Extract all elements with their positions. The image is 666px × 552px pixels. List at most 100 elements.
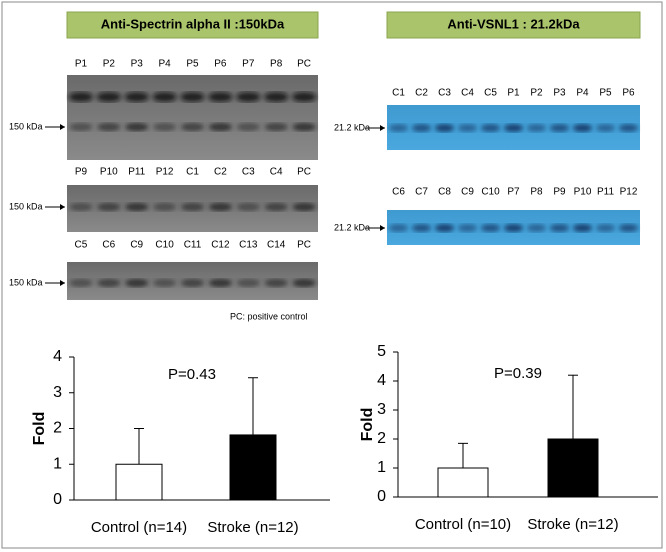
lane-label: C7 [415, 187, 428, 198]
band [572, 224, 593, 232]
lane-label: P8 [270, 59, 283, 70]
arrow-head [60, 280, 65, 286]
lane-label: P11 [597, 187, 614, 198]
band [97, 123, 121, 131]
lane-label: P2 [530, 88, 543, 99]
lane-label: P10 [574, 187, 592, 198]
marker-label: 21.2 kDa [334, 222, 370, 232]
x-tick-label: Control (n=10) [415, 516, 511, 533]
band [236, 203, 260, 211]
band [434, 224, 455, 232]
arrow-head [380, 225, 385, 231]
band [618, 124, 639, 132]
y-tick-label: 2 [377, 430, 386, 447]
lane-label: P6 [214, 59, 227, 70]
y-tick-label: 5 [377, 343, 386, 360]
band [97, 279, 121, 287]
lane-label: C9 [130, 240, 143, 251]
band [457, 124, 478, 132]
lane-label: C1 [392, 88, 405, 99]
lane-label: C14 [267, 240, 286, 251]
band [69, 203, 93, 211]
band [411, 224, 432, 232]
y-tick-label: 3 [53, 384, 62, 401]
note: PC: positive control [230, 311, 308, 321]
band [208, 123, 233, 131]
lane-label: P11 [128, 167, 145, 178]
band [236, 123, 260, 131]
lane-label: P2 [103, 59, 116, 70]
lane-label: P8 [530, 187, 543, 198]
lane-label: P4 [158, 59, 171, 70]
lane-label: P7 [242, 59, 255, 70]
band [292, 123, 316, 131]
arrow-head [380, 125, 385, 131]
band [291, 92, 317, 102]
lane-label: C1 [186, 167, 199, 178]
lane-label: C6 [102, 240, 115, 251]
lane-label: C2 [415, 88, 428, 99]
band [180, 123, 205, 131]
x-tick-label: Control (n=14) [91, 519, 187, 536]
y-tick-label: 2 [53, 420, 62, 437]
lane-label: C10 [155, 240, 174, 251]
band [572, 124, 593, 132]
y-tick-label: 0 [53, 491, 62, 508]
band [124, 92, 149, 102]
y-tick-label: 1 [377, 459, 386, 476]
lane-label: C5 [75, 240, 88, 251]
annotation: P=0.39 [494, 365, 542, 382]
bar [547, 438, 599, 498]
band [69, 279, 93, 287]
band [595, 224, 616, 232]
band [480, 124, 501, 132]
lane-label: P6 [622, 88, 635, 99]
y-axis-label: Fold [31, 412, 48, 446]
blot-header-box [386, 11, 641, 39]
lane-label: P3 [131, 59, 144, 70]
band [595, 124, 616, 132]
marker-label: 150 kDa [9, 201, 43, 211]
band [125, 123, 149, 131]
band [526, 124, 547, 132]
x-tick-label: Stroke (n=12) [207, 519, 298, 536]
lane-label: C5 [484, 88, 497, 99]
band [264, 123, 288, 131]
band [264, 203, 288, 211]
lane-label: PC [297, 240, 311, 251]
arrow-head [60, 204, 65, 210]
y-axis-label: Fold [359, 408, 376, 442]
band [180, 279, 205, 287]
marker-label: 150 kDa [9, 277, 43, 287]
lane-label: P9 [553, 187, 566, 198]
x-tick-label: Stroke (n=12) [527, 516, 618, 533]
lane-label: C3 [438, 88, 451, 99]
y-tick-label: 0 [377, 488, 386, 505]
arrow-head [60, 124, 65, 130]
y-tick-label: 1 [53, 455, 62, 472]
band [180, 203, 205, 211]
lane-label: P4 [576, 88, 589, 99]
band [69, 123, 93, 131]
band [503, 224, 524, 232]
band [236, 279, 260, 287]
band [96, 92, 122, 102]
lane-label: P7 [507, 187, 520, 198]
band [208, 92, 233, 102]
band [263, 92, 289, 102]
bar [437, 467, 489, 498]
lane-label: P5 [599, 88, 612, 99]
band [549, 224, 570, 232]
lane-label: P5 [186, 59, 199, 70]
band [480, 224, 501, 232]
lane-label: PC [297, 167, 311, 178]
band [264, 279, 288, 287]
lane-label: C4 [461, 88, 474, 99]
band [411, 124, 432, 132]
marker-label: 150 kDa [9, 121, 43, 131]
bar [115, 463, 163, 501]
band [618, 224, 639, 232]
blot-header-box [66, 11, 319, 39]
band [180, 92, 205, 102]
